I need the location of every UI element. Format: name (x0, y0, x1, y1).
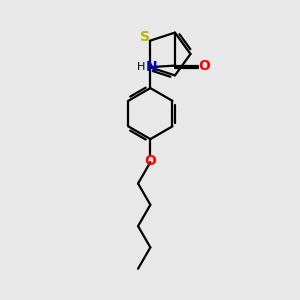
Text: H: H (137, 61, 146, 71)
Text: N: N (146, 60, 158, 74)
Text: O: O (145, 154, 157, 168)
Text: S: S (140, 30, 150, 44)
Text: O: O (198, 58, 210, 73)
